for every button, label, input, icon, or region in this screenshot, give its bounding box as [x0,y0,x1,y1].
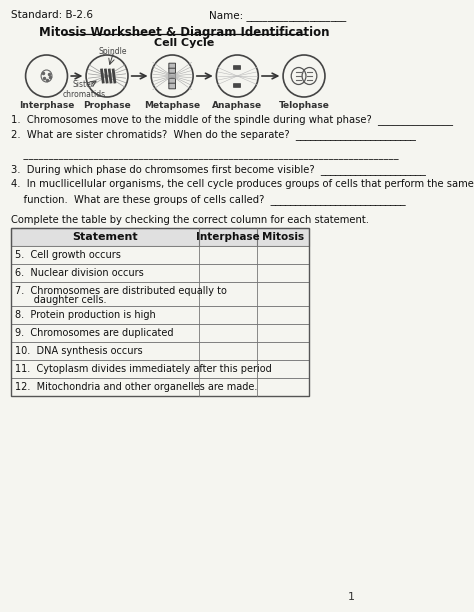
Text: Name: ___________________: Name: ___________________ [210,10,346,21]
Text: Prophase: Prophase [83,101,131,110]
Text: Mitosis: Mitosis [262,232,304,242]
Bar [11,378,309,396]
Text: 5.  Cell growth occurs: 5. Cell growth occurs [15,250,120,260]
Text: Anaphase: Anaphase [212,101,263,110]
Text: 4.  In mucllicellular organisms, the cell cycle produces groups of cells that pe: 4. In mucllicellular organisms, the cell… [11,179,474,189]
Text: Mitosis Worksheet & Diagram Identification: Mitosis Worksheet & Diagram Identificati… [38,26,329,39]
Bar [11,246,309,264]
Bar [11,342,309,360]
Bar [11,228,309,396]
Text: 2.  What are sister chromatids?  When do the separate?  ________________________: 2. What are sister chromatids? When do t… [11,129,416,140]
Text: Statement: Statement [72,232,137,242]
Text: function.  What are these groups of cells called?  ___________________________: function. What are these groups of cells… [11,194,405,205]
Text: Interphase: Interphase [19,101,74,110]
Bar [11,264,309,282]
Text: 11.  Cytoplasm divides immediately after this period: 11. Cytoplasm divides immediately after … [15,364,272,374]
Text: 8.  Protein production is high: 8. Protein production is high [15,310,155,320]
Text: Cell Cycle: Cell Cycle [154,38,214,48]
FancyBboxPatch shape [169,68,175,74]
Bar [11,282,309,306]
Text: 6.  Nuclear division occurs: 6. Nuclear division occurs [15,268,144,278]
Text: Standard: B-2.6: Standard: B-2.6 [11,10,93,20]
Bar [11,324,309,342]
Text: 1: 1 [348,592,355,602]
Text: Spindle: Spindle [99,47,128,56]
Text: daughter cells.: daughter cells. [15,295,106,305]
Text: 12.  Mitochondria and other organelles are made.: 12. Mitochondria and other organelles ar… [15,382,257,392]
Bar [11,306,309,324]
Bar [11,360,309,378]
Text: Telophase: Telophase [279,101,329,110]
FancyBboxPatch shape [169,73,175,79]
Text: Metaphase: Metaphase [144,101,200,110]
Text: 1.  Chromosomes move to the middle of the spindle during what phase?  __________: 1. Chromosomes move to the middle of the… [11,114,453,125]
Text: 3.  During which phase do chromsomes first become visible?  ____________________: 3. During which phase do chromsomes firs… [11,164,426,175]
Text: 10.  DNA synthesis occurs: 10. DNA synthesis occurs [15,346,142,356]
Text: Sister
chromatids: Sister chromatids [62,80,105,99]
FancyBboxPatch shape [169,78,175,84]
Bar [11,228,309,246]
FancyBboxPatch shape [169,63,175,69]
Text: ___________________________________________________________________________: ________________________________________… [11,149,398,159]
Text: 7.  Chromosomes are distributed equally to: 7. Chromosomes are distributed equally t… [15,286,227,296]
Text: Complete the table by checking the correct column for each statement.: Complete the table by checking the corre… [11,215,369,225]
Text: Interphase: Interphase [196,232,260,242]
FancyBboxPatch shape [169,83,175,89]
Text: 9.  Chromosomes are duplicated: 9. Chromosomes are duplicated [15,328,173,338]
